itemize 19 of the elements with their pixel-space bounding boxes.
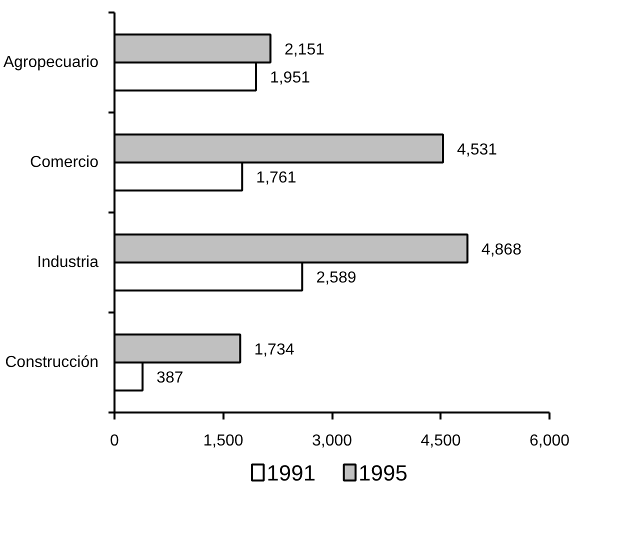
y-tick-label: Comercio: [30, 154, 99, 171]
data-label: 1,951: [270, 70, 310, 86]
y-tick-label: Industria: [37, 254, 99, 271]
x-tick-label: 4,500: [420, 432, 461, 450]
data-label: 1,734: [254, 342, 294, 358]
data-label: 4,868: [481, 242, 522, 258]
legend-label: 1991: [266, 460, 316, 486]
y-tick-label: Construcción: [5, 354, 98, 371]
x-tick-label: 1,500: [203, 432, 244, 450]
x-tick-label: 3,000: [312, 432, 352, 450]
x-tick-label: 6,000: [529, 432, 570, 450]
data-label: 1,761: [256, 170, 296, 186]
data-label: 2,151: [284, 42, 325, 58]
legend-label: 1995: [358, 460, 408, 486]
y-tick-label: Agropecuario: [3, 54, 99, 71]
data-label: 387: [156, 370, 184, 386]
data-label: 2,589: [316, 270, 356, 286]
data-label: 4,531: [456, 142, 498, 158]
x-tick-label: 0: [110, 432, 120, 450]
